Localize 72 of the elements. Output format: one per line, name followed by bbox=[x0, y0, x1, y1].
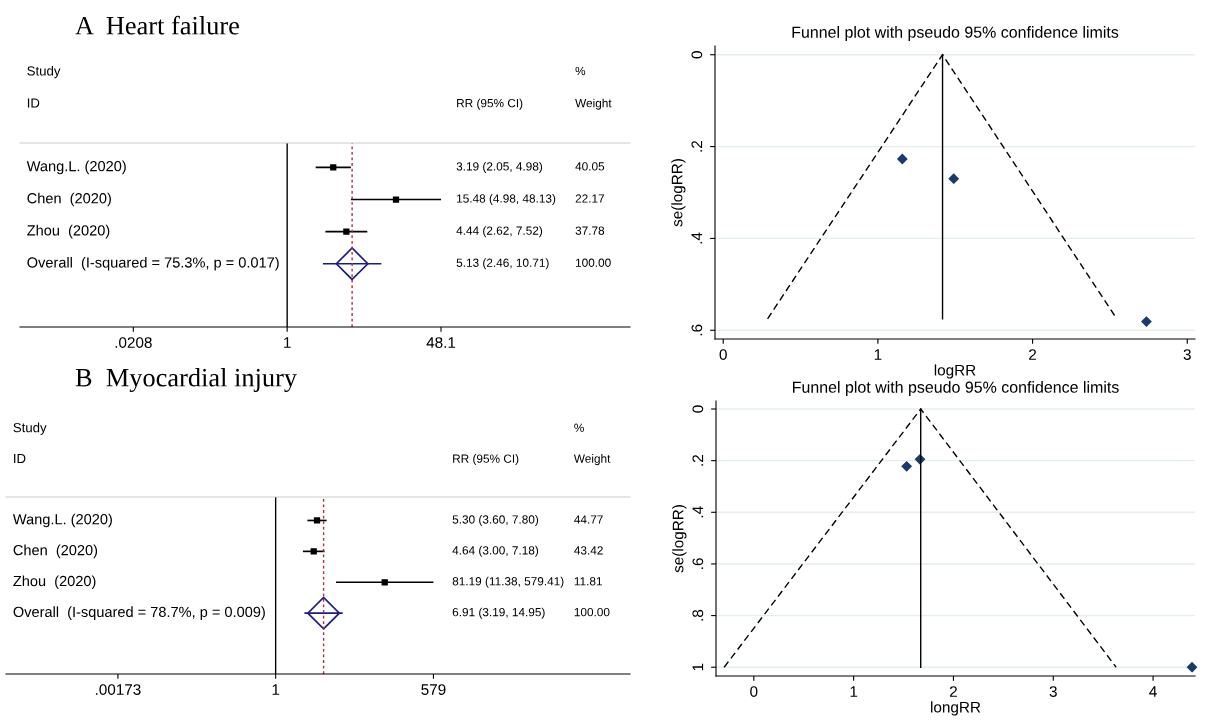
annotation: 43.42 bbox=[574, 546, 603, 555]
x-tick-label: 579 bbox=[421, 684, 446, 695]
text: Study bbox=[13, 422, 47, 435]
category-label: Chen (2020) bbox=[13, 544, 98, 559]
point bbox=[897, 153, 908, 165]
annotation: 44.77 bbox=[574, 515, 603, 524]
x-tick-label: 1 bbox=[850, 686, 858, 697]
point bbox=[1141, 316, 1152, 327]
text: ID bbox=[14, 453, 26, 464]
x-tick-label: 1 bbox=[284, 337, 291, 348]
y-axis-title: se(logRR) bbox=[671, 159, 686, 227]
category-label: Zhou (2020) bbox=[13, 575, 96, 590]
annotation: 100.00 bbox=[574, 607, 610, 617]
x-tick-label: 0 bbox=[750, 686, 758, 697]
y-axis-title: se(logRR) bbox=[672, 505, 687, 573]
category-label: Chen (2020) bbox=[27, 192, 111, 207]
point bbox=[901, 461, 912, 472]
annotation: 15.48 (4.98, 48.13) bbox=[457, 194, 556, 206]
y-tick-label: .4 bbox=[691, 232, 703, 244]
y-tick-label: .8 bbox=[692, 609, 704, 621]
category-label: Overall (I-squared = 75.3%, p = 0.017) bbox=[27, 256, 279, 271]
y-tick-label: .2 bbox=[691, 140, 703, 152]
x-tick-label: 2 bbox=[1029, 349, 1037, 360]
chart-title: A Heart failure bbox=[75, 15, 239, 35]
x-tick-label: .00173 bbox=[95, 684, 141, 695]
annotation: 37.78 bbox=[575, 226, 605, 235]
text: Study bbox=[27, 65, 61, 79]
text: RR (95% CI) bbox=[453, 454, 519, 466]
annotation: 4.44 (2.62, 7.52) bbox=[456, 226, 543, 238]
chart-title: B Myocardial injury bbox=[75, 368, 297, 392]
point bbox=[1186, 662, 1198, 673]
x-axis-title: logRR bbox=[934, 364, 976, 379]
text: RR (95% CI) bbox=[457, 98, 523, 110]
y-tick-label: .2 bbox=[692, 455, 704, 466]
text: ID bbox=[27, 98, 40, 108]
chart-title: Funnel plot with pseudo 95% confidence limits bbox=[792, 26, 1119, 41]
text: Weight bbox=[575, 98, 612, 110]
x-tick-label: 3 bbox=[1049, 686, 1057, 697]
annotation: 5.13 (2.46, 10.71) bbox=[456, 258, 549, 270]
x-tick-label: .0208 bbox=[115, 337, 152, 348]
annotation: 4.64 (3.00, 7.18) bbox=[452, 545, 539, 557]
x-tick-label: 48.1 bbox=[426, 337, 456, 348]
text: % bbox=[574, 423, 584, 432]
category-label: Overall (I-squared = 78.7%, p = 0.009) bbox=[13, 606, 265, 620]
text: Weight bbox=[573, 454, 611, 466]
y-tick-label: 1 bbox=[692, 663, 704, 671]
text: % bbox=[575, 66, 586, 76]
annotation: 3.19 (2.05, 4.98) bbox=[456, 161, 543, 173]
y-tick-label: .6 bbox=[691, 324, 703, 336]
y-tick-label: 0 bbox=[692, 405, 704, 413]
annotation: 81.19 (11.38, 579.41) bbox=[452, 576, 564, 588]
x-tick-label: 0 bbox=[719, 349, 727, 360]
annotation: 40.05 bbox=[575, 162, 605, 171]
y-tick-label: .6 bbox=[692, 558, 704, 569]
category-label: Wang.L. (2020) bbox=[26, 160, 126, 175]
x-tick-label: 1 bbox=[874, 349, 882, 360]
x-axis-title: longRR bbox=[931, 701, 981, 716]
y-tick-label: 0 bbox=[691, 51, 703, 59]
category-label: Zhou (2020) bbox=[27, 224, 110, 239]
x-tick-label: 3 bbox=[1183, 349, 1191, 360]
chart-title: Funnel plot with pseudo 95% confidence limits bbox=[793, 381, 1119, 396]
point bbox=[948, 173, 959, 184]
category-label: Wang.L. (2020) bbox=[12, 513, 112, 528]
x-tick-label: 4 bbox=[1149, 686, 1157, 697]
y-tick-label: .4 bbox=[692, 506, 704, 518]
annotation: 100.00 bbox=[576, 258, 611, 267]
x-tick-label: 1 bbox=[272, 684, 280, 695]
x-tick-label: 2 bbox=[949, 686, 957, 697]
annotation: 22.17 bbox=[575, 194, 605, 203]
annotation: 6.91 (3.19, 14.95) bbox=[452, 607, 545, 619]
annotation: 11.81 bbox=[574, 577, 602, 586]
annotation: 5.30 (3.60, 7.80) bbox=[452, 514, 539, 526]
